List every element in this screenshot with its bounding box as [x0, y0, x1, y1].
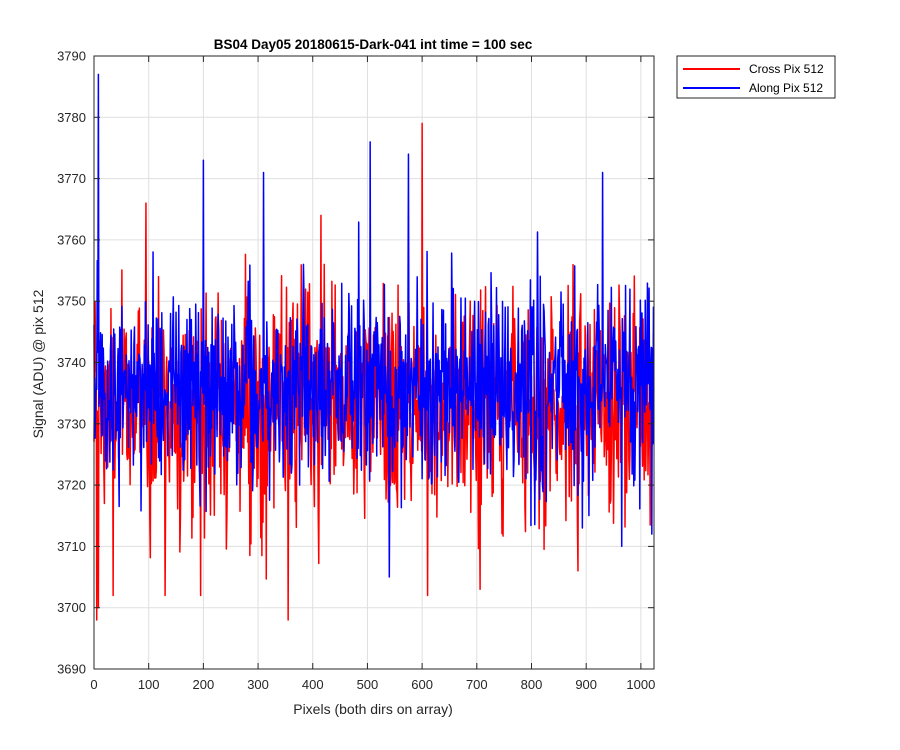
- legend-label-along: Along Pix 512: [749, 81, 823, 95]
- y-tick-label: 3720: [57, 478, 86, 493]
- legend-label-cross: Cross Pix 512: [749, 62, 824, 76]
- y-tick-label: 3690: [57, 662, 86, 677]
- x-tick-label: 200: [193, 677, 215, 692]
- y-tick-label: 3790: [57, 49, 86, 64]
- x-tick-label: 400: [302, 677, 324, 692]
- chart-title: BS04 Day05 20180615-Dark-041 int time = …: [214, 37, 533, 52]
- x-tick-label: 0: [90, 677, 97, 692]
- y-tick-label: 3760: [57, 232, 86, 247]
- y-tick-label: 3700: [57, 600, 86, 615]
- x-tick-label: 1000: [626, 677, 655, 692]
- x-tick-label: 300: [247, 677, 269, 692]
- series-line-along-pix: [93, 73, 655, 578]
- x-axis-label: Pixels (both dirs on array): [293, 701, 453, 717]
- tick-labels: 3690 3700 3710 3720 3730 3740 3750 3760 3770 3780…: [57, 49, 655, 693]
- x-tick-label: 100: [138, 677, 160, 692]
- y-tick-label: 3710: [57, 539, 86, 554]
- x-tick-label: 500: [357, 677, 379, 692]
- y-tick-label: 3770: [57, 171, 86, 186]
- y-tick-label: 3750: [57, 294, 86, 309]
- x-tick-label: 800: [521, 677, 543, 692]
- x-tick-label: 700: [466, 677, 488, 692]
- y-axis-label: Signal (ADU) @ pix 512: [30, 289, 46, 438]
- y-tick-label: 3780: [57, 110, 86, 125]
- y-tick-label: 3740: [57, 355, 86, 370]
- axes: [93, 55, 655, 670]
- x-tick-label: 900: [575, 677, 597, 692]
- x-tick-label: 600: [411, 677, 433, 692]
- y-tick-label: 3730: [57, 416, 86, 431]
- legend-box: [676, 55, 836, 99]
- legend: Cross Pix 512 Along Pix 512: [676, 55, 836, 99]
- series-layer: [93, 73, 655, 621]
